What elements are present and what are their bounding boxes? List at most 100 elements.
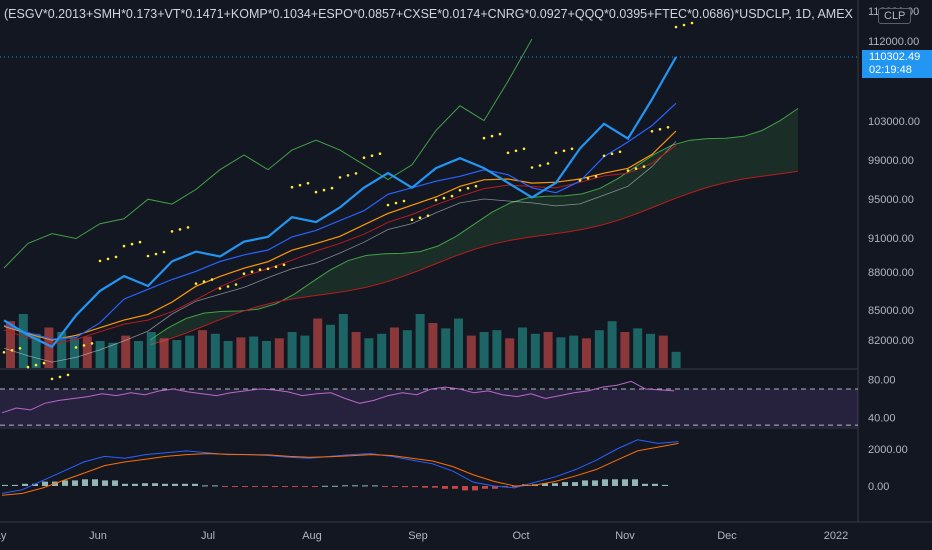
- volume-bar: [70, 338, 79, 368]
- currency-badge[interactable]: CLP: [878, 8, 912, 24]
- sar-dot: [322, 188, 326, 192]
- volume-bar: [249, 336, 259, 368]
- volume-bar: [287, 332, 297, 368]
- macd-histogram-bar: [442, 486, 448, 489]
- macd-histogram-bar: [432, 486, 438, 488]
- sar-dot: [690, 21, 694, 25]
- sar-dot: [346, 174, 350, 177]
- sar-dot: [674, 25, 678, 29]
- ichimoku-cloud: [149, 108, 799, 346]
- sma-line: [3, 130, 677, 341]
- volume-bar: [543, 332, 553, 368]
- volume-bar: [300, 335, 310, 368]
- sar-dot: [338, 176, 342, 179]
- macd-histogram-bar: [182, 483, 188, 486]
- sar-dot: [242, 272, 246, 276]
- sar-dot: [306, 181, 310, 185]
- signal-line: [1, 442, 679, 496]
- macd-histogram-bar: [412, 486, 418, 488]
- bollinger-lower-line: [3, 141, 677, 363]
- sar-dot: [218, 287, 222, 290]
- price-line: [3, 56, 677, 349]
- macd-histogram-bar: [192, 483, 198, 486]
- sar-dot: [562, 149, 566, 153]
- volume-bar: [594, 330, 604, 368]
- macd-histogram-bar: [82, 479, 88, 486]
- base-line: [3, 144, 677, 345]
- sar-dot: [618, 150, 622, 154]
- volume-bar: [121, 335, 131, 368]
- macd-histogram-bar: [652, 483, 658, 486]
- macd-histogram-bar: [622, 479, 628, 486]
- time-axis-label: Nov: [615, 530, 635, 542]
- sar-dot: [378, 152, 382, 155]
- sar-dot: [194, 282, 198, 285]
- sar-dot: [202, 280, 206, 283]
- sar-dot: [498, 132, 502, 136]
- volume-bar: [530, 333, 540, 368]
- price-axis-label: 82000.00: [868, 335, 914, 347]
- sar-dot: [634, 167, 638, 170]
- sar-dot: [50, 377, 54, 381]
- sar-dot: [642, 165, 646, 168]
- grid-lines: [0, 0, 932, 523]
- macd-histogram-bar: [212, 485, 218, 487]
- sar-dot: [506, 151, 510, 155]
- volume-bar: [569, 335, 579, 368]
- sar-dot: [178, 228, 182, 231]
- volume-bar: [377, 333, 387, 368]
- sar-dot: [474, 184, 478, 188]
- macd-histogram-bar: [362, 485, 368, 487]
- sar-dot: [586, 177, 590, 180]
- macd-histogram-bar: [462, 486, 468, 491]
- sar-dot: [66, 373, 70, 377]
- sar-dot: [594, 175, 598, 178]
- macd-histogram-bar: [642, 483, 648, 486]
- macd-histogram-bar: [222, 486, 228, 487]
- macd-histogram-bar: [562, 482, 568, 486]
- sar-dot: [42, 361, 46, 365]
- volume-bar: [607, 321, 617, 368]
- sar-dot: [514, 149, 518, 153]
- macd-histogram-bar: [252, 486, 258, 487]
- sar-dot: [10, 349, 14, 352]
- sar-dot: [578, 179, 582, 182]
- macd-histogram-bar: [302, 486, 308, 487]
- volume-bar: [172, 340, 182, 368]
- sar-dot: [114, 255, 118, 259]
- sar-dot: [482, 136, 486, 140]
- price-axis-label: 91000.00: [868, 233, 914, 245]
- volume-bar: [274, 338, 284, 368]
- macd-histogram-bar: [92, 479, 98, 486]
- bar-countdown: 02:19:48: [869, 64, 912, 76]
- macd-histogram-bar: [232, 486, 238, 487]
- volume-bar: [390, 327, 399, 368]
- time-axis-label: May: [0, 530, 7, 542]
- sar-dot: [546, 162, 550, 165]
- time-axis-label: 2022: [824, 530, 848, 542]
- macd-histogram-bar: [612, 479, 618, 486]
- price-axis-label: 99000.00: [868, 155, 914, 167]
- sar-dot: [154, 252, 158, 256]
- sar-dot: [490, 134, 494, 138]
- sar-dot: [434, 198, 438, 202]
- macd-histogram-bar: [632, 479, 638, 486]
- volume-bar: [428, 323, 438, 368]
- macd-histogram-bar: [152, 483, 158, 486]
- macd-histogram-bar: [512, 486, 518, 488]
- indicator-lines: [2, 21, 694, 381]
- sar-dot: [26, 365, 30, 369]
- macd-histogram-bar: [202, 485, 208, 487]
- sar-dot: [282, 263, 286, 267]
- volume-bar: [57, 332, 67, 368]
- rsi-axis-label: 40.00: [868, 413, 896, 425]
- volume-bar: [582, 338, 591, 368]
- macd-histogram-bar: [72, 480, 78, 486]
- volume-bar: [313, 318, 323, 368]
- macd-histogram-bar: [322, 485, 328, 487]
- sar-dot: [298, 183, 302, 187]
- macd-histogram-bar: [132, 483, 138, 486]
- volume-bar: [518, 327, 527, 368]
- volume-bar: [31, 333, 41, 368]
